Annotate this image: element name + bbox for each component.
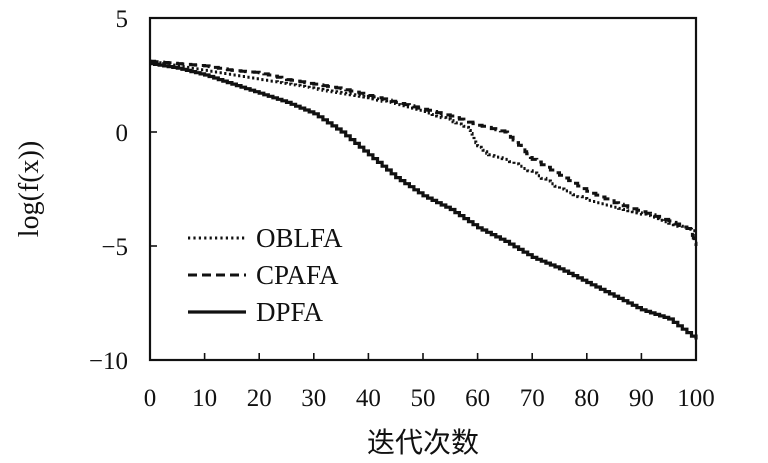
series-line-oblfa <box>150 59 698 233</box>
x-tick-label: 0 <box>144 385 157 412</box>
x-tick-label: 30 <box>301 385 326 412</box>
y-tick-label: 0 <box>116 120 129 147</box>
axis-ticks <box>149 17 697 361</box>
series-line-dpfa <box>150 62 698 340</box>
x-tick-label: 40 <box>356 385 381 412</box>
x-tick-label: 70 <box>520 385 545 412</box>
series-layer <box>150 59 698 340</box>
x-axis-title: 迭代次数 <box>367 427 479 459</box>
legend-label-oblfa: OBLFA <box>256 223 343 253</box>
x-tick-label: 90 <box>629 385 654 412</box>
y-tick-label: 5 <box>116 6 129 33</box>
y-tick-label: −10 <box>89 348 128 375</box>
legend-label-cpafa: CPAFA <box>256 260 339 290</box>
x-tick-label: 80 <box>574 385 599 412</box>
legend-label-dpfa: DPFA <box>256 297 324 327</box>
y-axis-title: log(f(x)) <box>14 141 45 237</box>
x-tick-label: 20 <box>247 385 272 412</box>
x-tick-label: 100 <box>677 385 715 412</box>
x-tick-label: 60 <box>465 385 490 412</box>
x-tick-label: 50 <box>411 385 436 412</box>
x-tick-label: 10 <box>192 385 217 412</box>
series-line-cpafa <box>150 59 698 246</box>
legend: OBLFA CPAFA DPFA <box>188 223 343 327</box>
y-tick-label: −5 <box>101 234 128 261</box>
